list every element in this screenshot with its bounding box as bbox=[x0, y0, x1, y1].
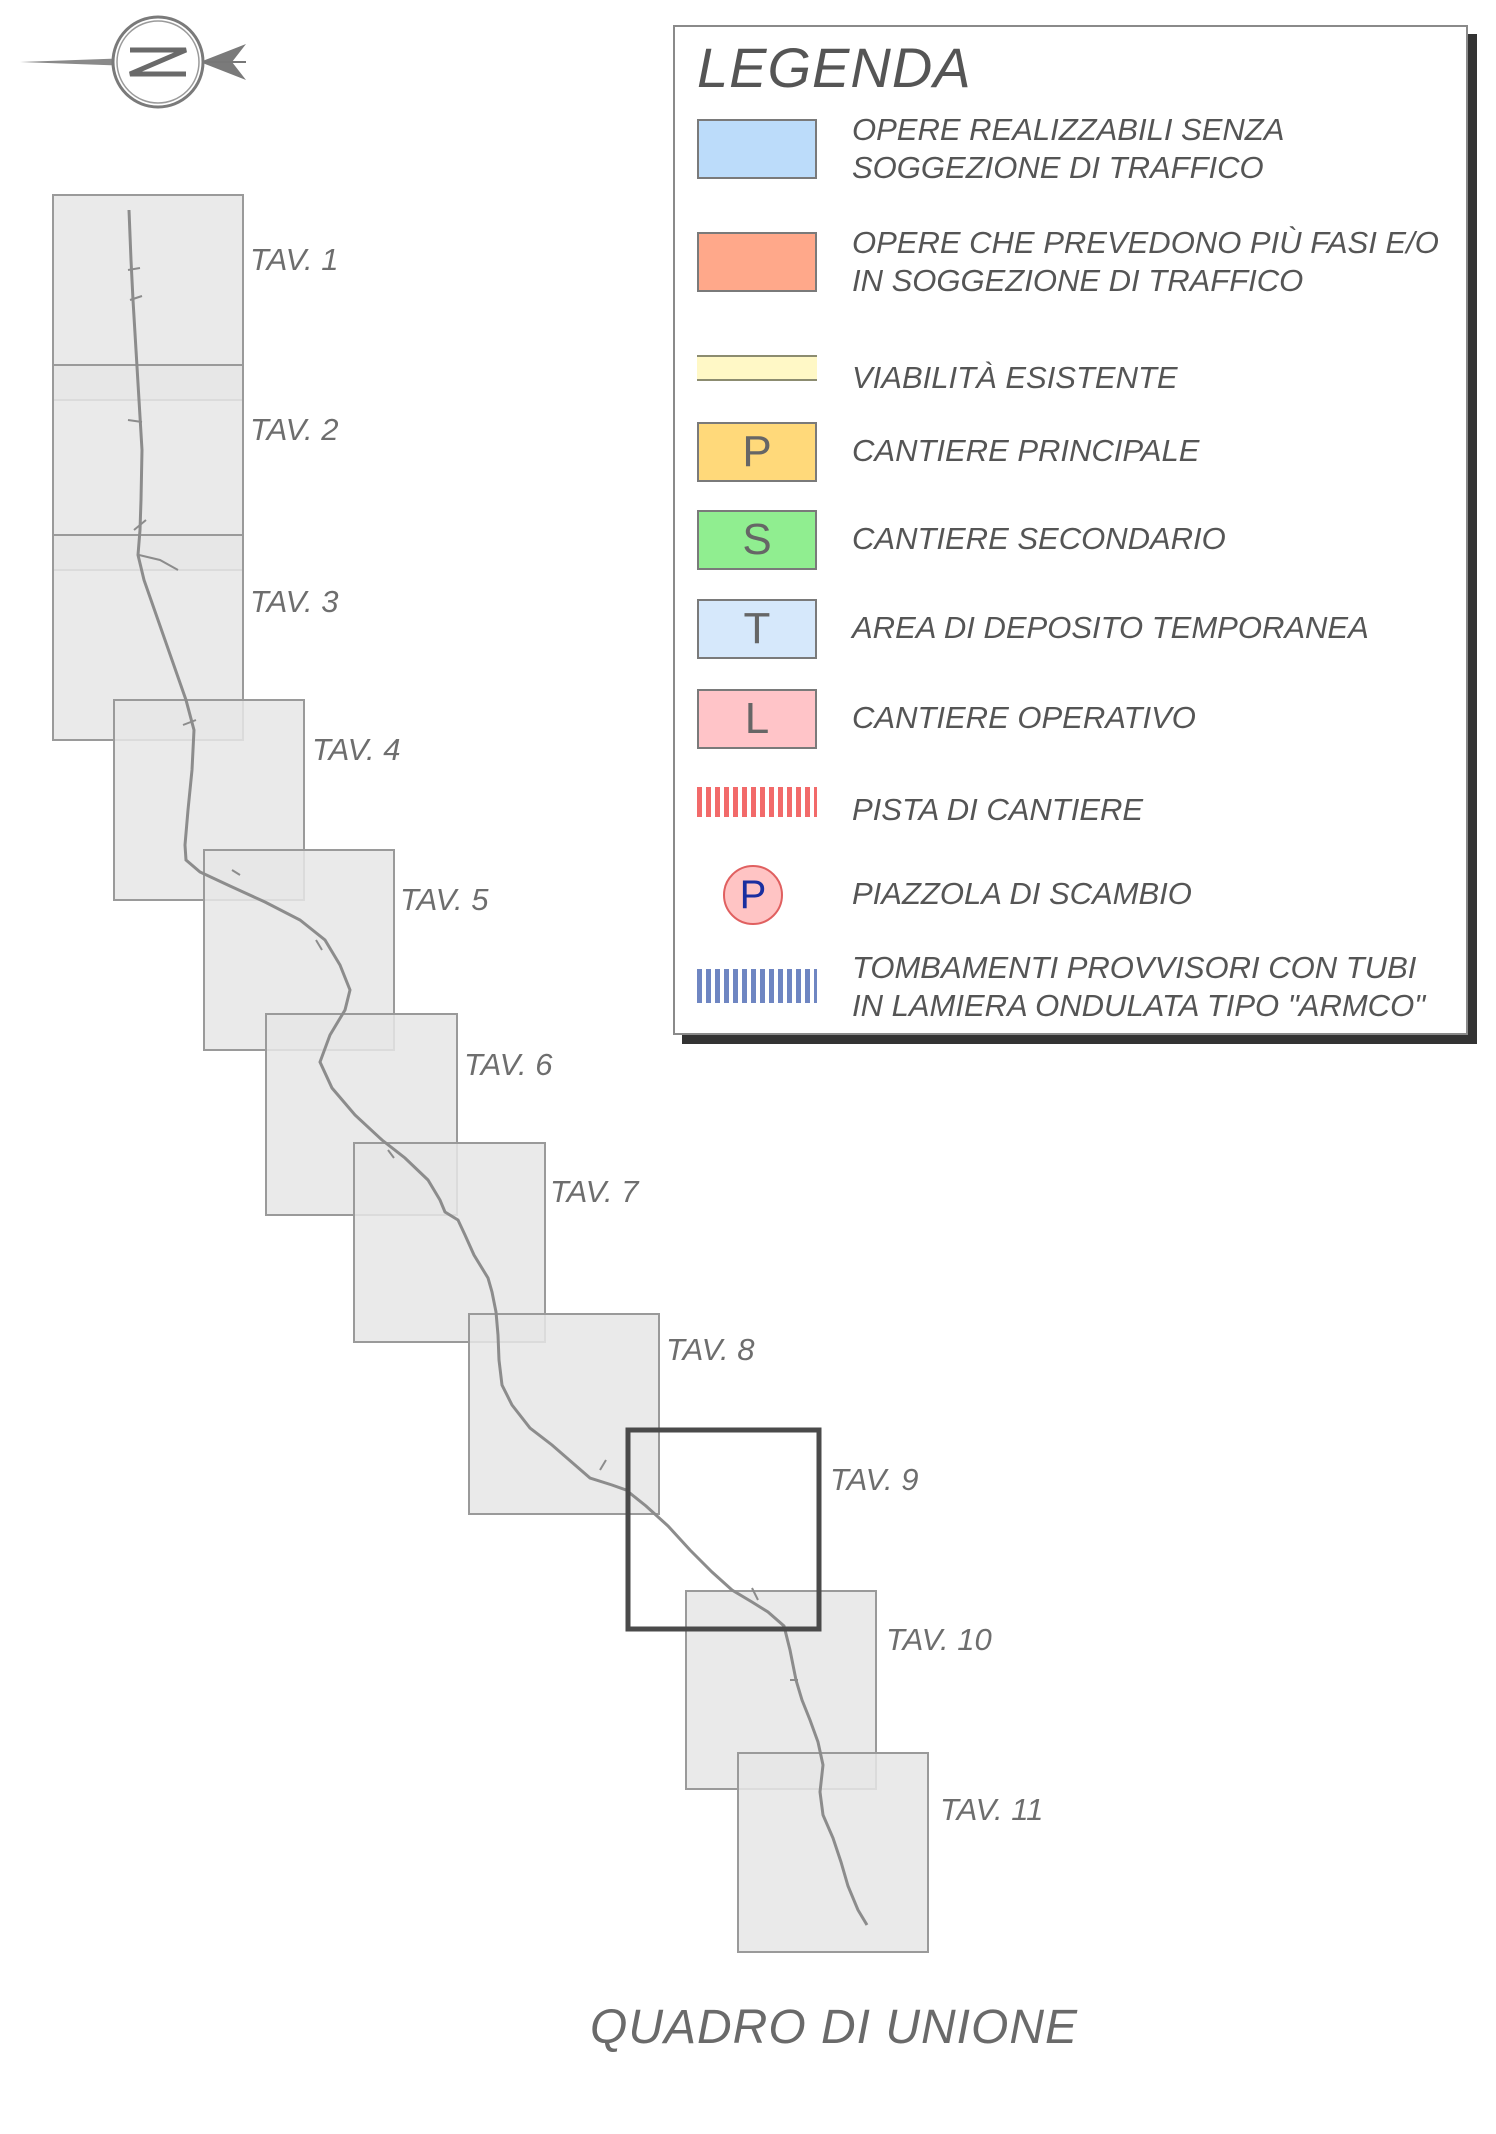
legend-label-line: SOGGEZIONE DI TRAFFICO bbox=[852, 150, 1264, 185]
legend-label-line: IN SOGGEZIONE DI TRAFFICO bbox=[852, 263, 1304, 298]
legend-label-line: TOMBAMENTI PROVVISORI CON TUBI bbox=[852, 950, 1417, 985]
legend-label-line: AREA DI DEPOSITO TEMPORANEA bbox=[852, 610, 1369, 645]
legend-swatch bbox=[697, 119, 817, 179]
legend-label-line: PIAZZOLA DI SCAMBIO bbox=[852, 876, 1192, 911]
legend-item-label: PIAZZOLA DI SCAMBIO bbox=[852, 875, 1192, 913]
legend-item-label: CANTIERE PRINCIPALE bbox=[852, 432, 1199, 470]
legend-swatch bbox=[697, 355, 817, 381]
sheet-label-7: TAV. 7 bbox=[550, 1174, 640, 1209]
sheet-label-9: TAV. 9 bbox=[830, 1462, 918, 1497]
sheet-label-6: TAV. 6 bbox=[464, 1047, 553, 1082]
legend-item-label: VIABILITÀ ESISTENTE bbox=[852, 359, 1178, 397]
sheet-label-8: TAV. 8 bbox=[666, 1332, 755, 1367]
legend-swatch bbox=[697, 232, 817, 292]
armco-stripe-icon bbox=[697, 969, 817, 1003]
legend-label-line: PISTA DI CANTIERE bbox=[852, 792, 1144, 827]
legend-label-line: OPERE CHE PREVEDONO PIÙ FASI E/O bbox=[852, 225, 1439, 260]
legend-item-label: OPERE REALIZZABILI SENZA SOGGEZIONE DI TR… bbox=[852, 111, 1284, 187]
legend-swatch: S bbox=[697, 510, 817, 570]
legend-label-line: OPERE REALIZZABILI SENZA bbox=[852, 112, 1285, 147]
legend-swatch-letter: T bbox=[743, 604, 771, 653]
sheet-label-2: TAV. 2 bbox=[250, 412, 338, 447]
legend-item-label: CANTIERE SECONDARIO bbox=[852, 520, 1226, 558]
legend-item-label: OPERE CHE PREVEDONO PIÙ FASI E/O IN SOGGE… bbox=[852, 224, 1439, 300]
legend-swatch: L bbox=[697, 689, 817, 749]
sheet-label-4: TAV. 4 bbox=[312, 732, 400, 767]
route-alignment bbox=[127, 209, 869, 1926]
sheet-frame-11[interactable] bbox=[737, 1752, 929, 1953]
legend-panel: LEGENDA OPERE REALIZZABILI SENZA SOGGEZIO… bbox=[673, 25, 1468, 1035]
sheet-label-5: TAV. 5 bbox=[400, 882, 489, 917]
legend-swatch: P bbox=[697, 422, 817, 482]
piazzola-circle-icon: P bbox=[723, 865, 783, 925]
sheet-frame-9[interactable] bbox=[625, 1427, 822, 1632]
legend-item-label: AREA DI DEPOSITO TEMPORANEA bbox=[852, 609, 1369, 647]
legend-label-line: CANTIERE PRINCIPALE bbox=[852, 433, 1200, 468]
sheet-label-1: TAV. 1 bbox=[250, 242, 338, 277]
north-arrow-icon bbox=[20, 15, 246, 109]
legend-swatch: T bbox=[697, 599, 817, 659]
legend-label-line: VIABILITÀ ESISTENTE bbox=[852, 360, 1178, 395]
legend-item-label: CANTIERE OPERATIVO bbox=[852, 699, 1196, 737]
legend-label-line: CANTIERE SECONDARIO bbox=[852, 521, 1226, 556]
legend-label-line: IN LAMIERA ONDULATA TIPO "ARMCO" bbox=[852, 988, 1426, 1023]
legend-label-line: CANTIERE OPERATIVO bbox=[852, 700, 1196, 735]
legend-item-label: PISTA DI CANTIERE bbox=[852, 791, 1143, 829]
legend-item-label: TOMBAMENTI PROVVISORI CON TUBI IN LAMIERA… bbox=[852, 949, 1425, 1025]
sheet-label-10: TAV. 10 bbox=[886, 1622, 992, 1657]
pista-stripe-icon bbox=[697, 787, 817, 817]
legend-swatch-letter: L bbox=[744, 694, 770, 743]
sheet-frame-7[interactable] bbox=[353, 1142, 546, 1343]
legend-title: LEGENDA bbox=[697, 36, 972, 99]
sheet-label-11: TAV. 11 bbox=[940, 1792, 1043, 1827]
legend-swatch-letter: P bbox=[742, 427, 772, 476]
legend-swatch-letter: S bbox=[742, 515, 772, 564]
map-caption: QUADRO DI UNIONE bbox=[590, 2001, 1079, 2054]
sheet-label-3: TAV. 3 bbox=[250, 584, 338, 619]
